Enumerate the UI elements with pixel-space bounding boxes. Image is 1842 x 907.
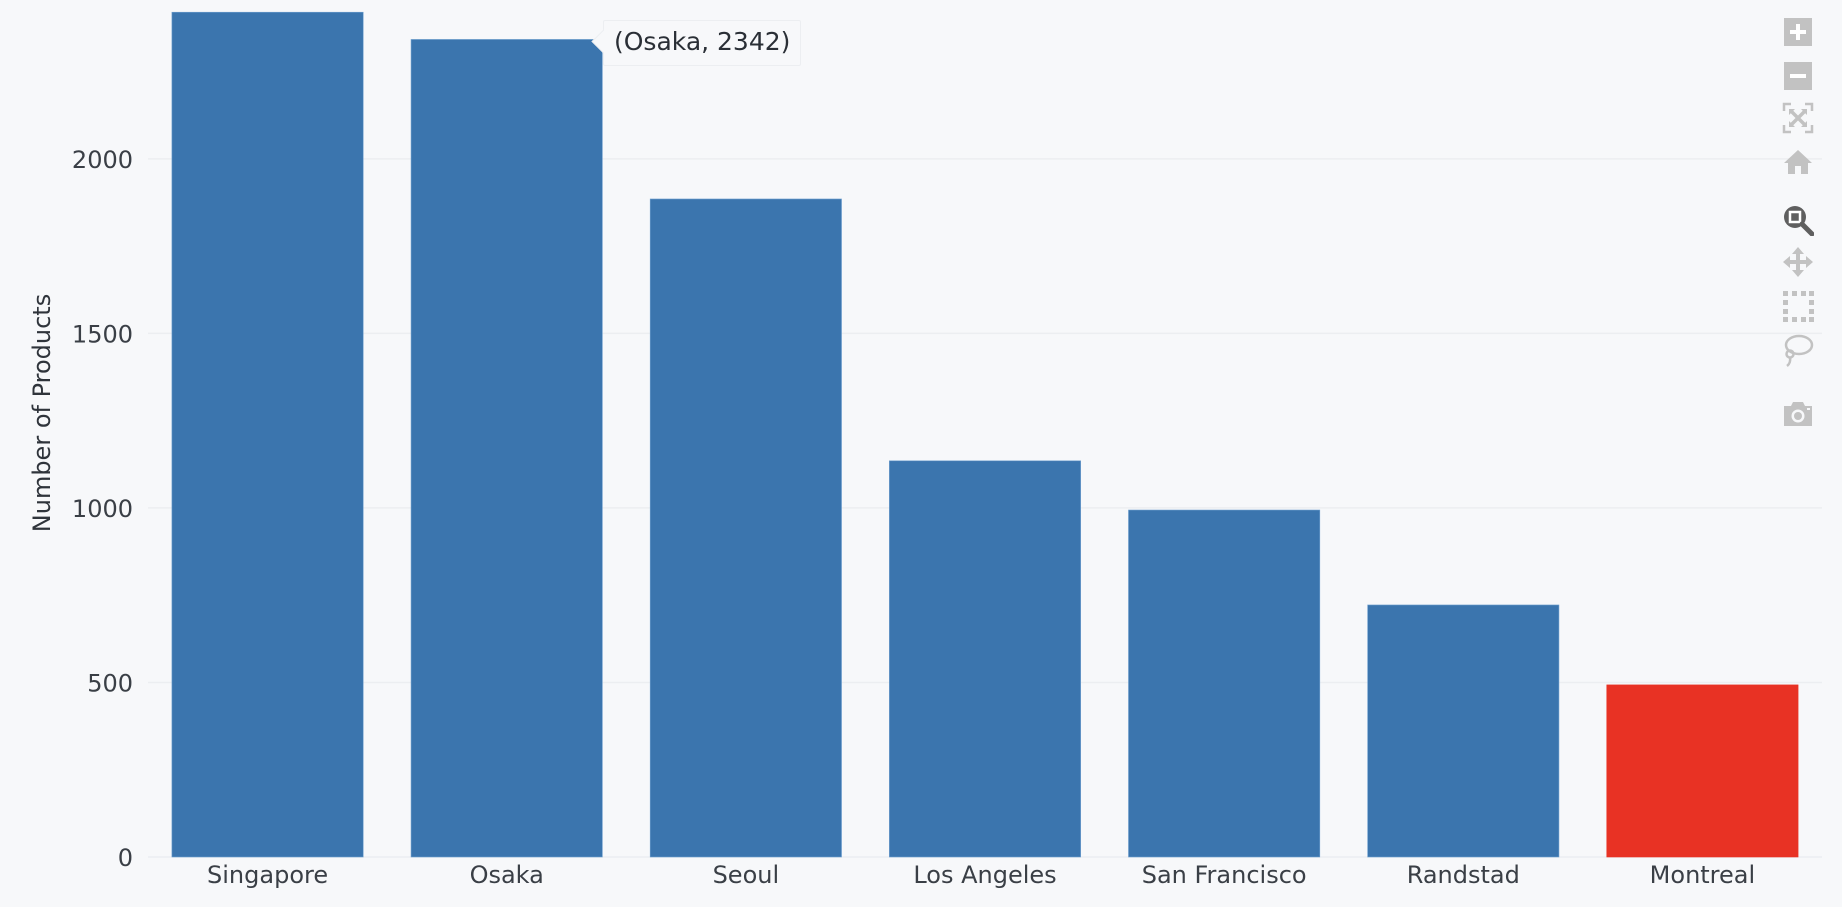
y-tick-label: 2000 bbox=[72, 146, 133, 174]
bar-seoul[interactable] bbox=[649, 198, 842, 858]
x-tick-label: San Francisco bbox=[1142, 861, 1307, 889]
y-tick-label: 500 bbox=[87, 669, 133, 697]
hover-tooltip: (Osaka, 2342) bbox=[603, 20, 802, 66]
x-axis-ticks: Singapore Osaka Seoul Los Angeles San Franci… bbox=[207, 861, 1755, 889]
lasso-select-button[interactable] bbox=[1778, 332, 1818, 368]
box-select-icon bbox=[1783, 291, 1814, 322]
x-tick-label: Montreal bbox=[1650, 861, 1756, 889]
bar-san-francisco[interactable] bbox=[1128, 509, 1321, 858]
reset-axes-icon bbox=[1784, 150, 1812, 174]
box-select-button[interactable] bbox=[1778, 288, 1818, 324]
y-tick-label: 1000 bbox=[72, 495, 133, 523]
y-tick-label: 0 bbox=[118, 844, 133, 872]
zoom-mode-button[interactable] bbox=[1778, 202, 1818, 238]
autoscale-button[interactable] bbox=[1778, 100, 1818, 136]
autoscale-icon bbox=[1782, 102, 1814, 134]
pan-button[interactable] bbox=[1778, 244, 1818, 280]
y-axis-title-container: Number of Products bbox=[22, 0, 62, 907]
pan-icon bbox=[1783, 247, 1813, 277]
zoom-out-button[interactable] bbox=[1778, 58, 1818, 94]
reset-axes-button[interactable] bbox=[1778, 144, 1818, 180]
y-axis-ticks: 0 500 1000 1500 2000 bbox=[72, 146, 133, 872]
zoom-in-icon bbox=[1784, 18, 1812, 46]
bars bbox=[171, 11, 1799, 858]
zoom-in-button[interactable] bbox=[1778, 14, 1818, 50]
bar-los-angeles[interactable] bbox=[889, 460, 1081, 858]
download-png-button[interactable] bbox=[1778, 396, 1818, 432]
camera-icon bbox=[1784, 402, 1812, 426]
lasso-select-icon bbox=[1784, 334, 1814, 367]
bar-randstad[interactable] bbox=[1367, 604, 1560, 858]
x-tick-label: Seoul bbox=[713, 861, 780, 889]
x-tick-label: Osaka bbox=[470, 861, 544, 889]
y-tick-label: 1500 bbox=[72, 320, 133, 348]
bar-osaka[interactable] bbox=[410, 39, 603, 858]
x-tick-label: Randstad bbox=[1407, 861, 1520, 889]
bar-singapore[interactable] bbox=[171, 11, 364, 858]
zoom-out-icon bbox=[1784, 62, 1812, 90]
y-axis-title: Number of Products bbox=[28, 293, 56, 533]
x-tick-label: Los Angeles bbox=[913, 861, 1056, 889]
zoom-icon bbox=[1784, 206, 1814, 236]
bar-montreal[interactable] bbox=[1606, 684, 1799, 858]
x-tick-label: Singapore bbox=[207, 861, 328, 889]
